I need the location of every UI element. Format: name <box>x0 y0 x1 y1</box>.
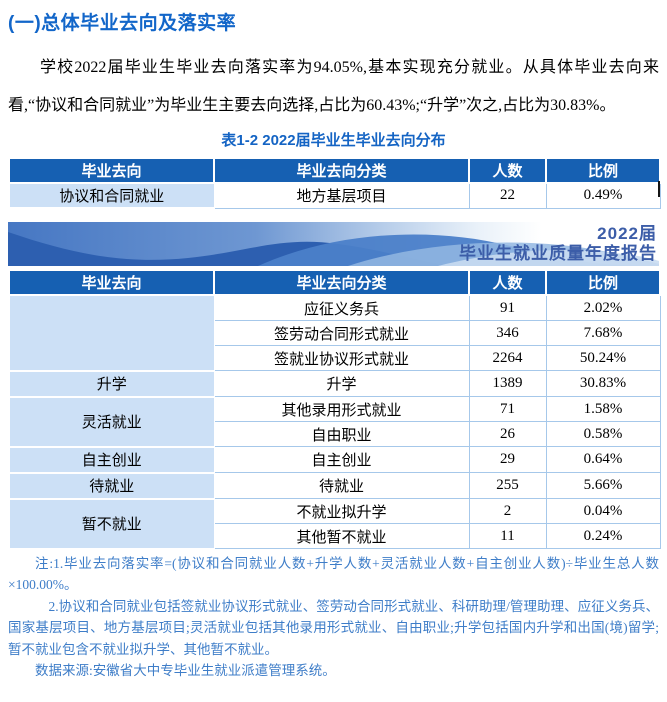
cell-ratio: 1.58% <box>545 396 661 422</box>
col-header-count: 人数 <box>468 157 547 184</box>
cell-destination-type: 自主创业 <box>213 446 470 473</box>
cell-count: 346 <box>468 320 547 346</box>
cell-count: 71 <box>468 396 547 422</box>
cell-count: 29 <box>468 446 547 473</box>
table-header-row: 毕业去向 毕业去向分类 人数 比例 <box>8 157 661 184</box>
cell-count: 91 <box>468 294 547 321</box>
table-row: 暂不就业 不就业拟升学 2 0.04% <box>8 497 661 550</box>
table-row: 协议和合同就业 地方基层项目 22 0.49% <box>8 182 661 209</box>
cell-destination-type: 地方基层项目 <box>213 182 470 209</box>
table-row: 应征义务兵 91 2.02% <box>8 294 661 372</box>
cell-destination-category: 协议和合同就业 <box>8 182 215 209</box>
cell-ratio: 0.64% <box>545 446 661 473</box>
cell-ratio: 0.58% <box>545 421 661 447</box>
col-header-type: 毕业去向分类 <box>213 269 470 296</box>
cell-ratio: 0.04% <box>545 498 661 524</box>
col-header-ratio: 比例 <box>545 269 661 296</box>
cell-count: 22 <box>468 182 547 209</box>
col-header-type: 毕业去向分类 <box>213 157 470 184</box>
col-header-count: 人数 <box>468 269 547 296</box>
cell-destination-category: 升学 <box>8 369 215 398</box>
graduation-table-part1: 毕业去向 毕业去向分类 人数 比例 协议和合同就业 地方基层项目 22 0.49% <box>8 157 661 209</box>
table-row: 升学 升学 1389 30.83% <box>8 369 661 398</box>
intro-paragraph: 学校2022届毕业生毕业去向落实率为94.05%,基本实现充分就业。从具体毕业去… <box>8 59 659 114</box>
cell-ratio: 30.83% <box>545 370 661 397</box>
table-row: 签劳动合同形式就业 346 7.68% <box>9 320 661 346</box>
table-caption: 表1-2 2022届毕业生毕业去向分布 <box>221 132 446 149</box>
cell-destination-type: 其他录用形式就业 <box>213 396 470 422</box>
table-row: 其他暂不就业 11 0.24% <box>9 523 661 549</box>
col-header-destination: 毕业去向 <box>8 269 215 296</box>
table-row: 签就业协议形式就业 2264 50.24% <box>9 345 661 371</box>
section-heading: (一)总体毕业去向及落实率 <box>8 13 237 34</box>
banner-waves-graphic <box>8 222 659 266</box>
cell-ratio: 5.66% <box>545 472 661 499</box>
banner-title: 2022届 毕业生就业质量年度报告 <box>459 224 657 264</box>
cell-count: 1389 <box>468 370 547 397</box>
table-notes: 注:1.毕业去向落实率=(协议和合同就业人数+升学人数+灵活就业人数+自主创业人… <box>8 553 659 682</box>
cell-destination-type: 升学 <box>213 370 470 397</box>
cell-destination-category: 自主创业 <box>8 445 215 474</box>
table-row: 待就业 待就业 255 5.66% <box>8 471 661 500</box>
data-source: 数据来源:安徽省大中专毕业生就业派遣管理系统。 <box>35 663 336 678</box>
banner-year: 2022届 <box>597 224 657 243</box>
table-row: 灵活就业 其他录用形式就业 71 1.58% <box>8 395 661 448</box>
cell-ratio: 7.68% <box>545 320 661 346</box>
cell-count: 11 <box>468 523 547 549</box>
cell-count: 2 <box>468 498 547 524</box>
cell-destination-type: 待就业 <box>213 472 470 499</box>
table-header-row: 毕业去向 毕业去向分类 人数 比例 <box>8 269 661 296</box>
cell-destination-category <box>8 294 215 372</box>
stray-mark <box>658 181 660 197</box>
table-row: 自主创业 自主创业 29 0.64% <box>8 445 661 474</box>
cell-ratio: 0.49% <box>545 182 661 209</box>
report-banner: 2022届 毕业生就业质量年度报告 <box>8 222 659 266</box>
cell-count: 255 <box>468 472 547 499</box>
cell-count: 26 <box>468 421 547 447</box>
banner-subtitle: 毕业生就业质量年度报告 <box>459 244 657 263</box>
cell-destination-type: 自由职业 <box>213 421 470 447</box>
cell-destination-category: 待就业 <box>8 471 215 500</box>
graduation-table-part2: 毕业去向 毕业去向分类 人数 比例 应征义务兵 91 2.02% 签劳动合同形式就业 3… <box>8 269 661 550</box>
report-page: (一)总体毕业去向及落实率 学校2022届毕业生毕业去向落实率为94.05%,基… <box>0 8 667 702</box>
cell-destination-type: 签就业协议形式就业 <box>213 345 470 371</box>
cell-ratio: 50.24% <box>545 345 661 371</box>
col-header-ratio: 比例 <box>545 157 661 184</box>
cell-count: 2264 <box>468 345 547 371</box>
note-2: 2.协议和合同就业包括签就业协议形式就业、签劳动合同形式就业、科研助理/管理助理… <box>8 598 659 657</box>
cell-destination-category: 灵活就业 <box>8 395 215 448</box>
cell-ratio: 2.02% <box>545 294 661 321</box>
cell-destination-category: 暂不就业 <box>8 497 215 550</box>
cell-destination-type: 应征义务兵 <box>213 294 470 321</box>
col-header-destination: 毕业去向 <box>8 157 215 184</box>
cell-destination-type: 其他暂不就业 <box>213 523 470 549</box>
cell-ratio: 0.24% <box>545 523 661 549</box>
cell-destination-type: 不就业拟升学 <box>213 498 470 524</box>
note-1: 注:1.毕业去向落实率=(协议和合同就业人数+升学人数+灵活就业人数+自主创业人… <box>8 555 659 593</box>
cell-destination-type: 签劳动合同形式就业 <box>213 320 470 346</box>
